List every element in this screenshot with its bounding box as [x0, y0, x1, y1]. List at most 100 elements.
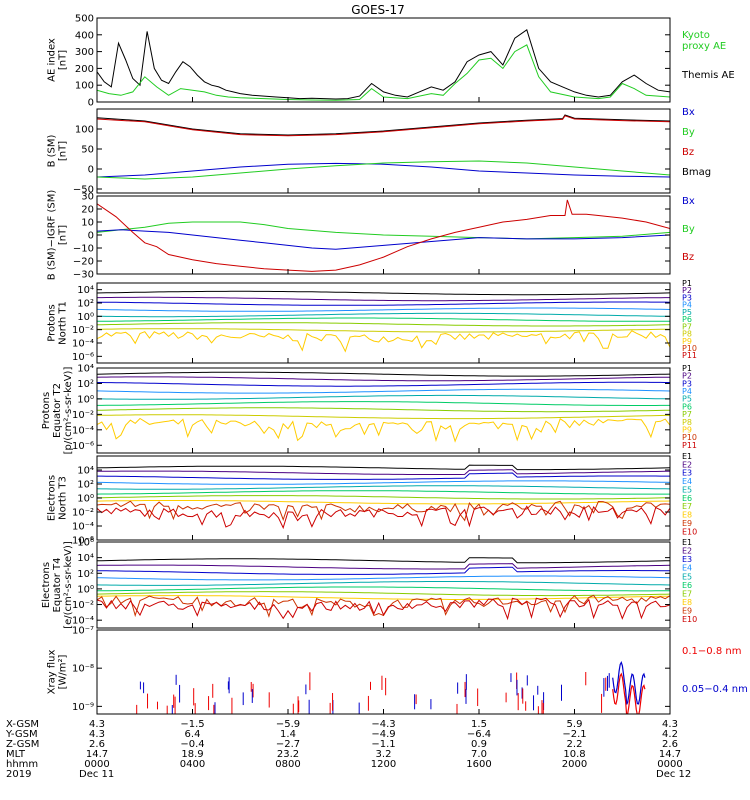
footer-value: 0.9: [471, 739, 487, 750]
legend-entry: P6: [682, 402, 692, 411]
y-axis-label: [p/(cm²-s-sr-keV)]: [63, 367, 74, 455]
legend-entry: E7: [682, 502, 692, 511]
series-line-3: [97, 160, 670, 180]
legend-entry: E3: [682, 555, 692, 564]
series-line-1: [97, 115, 670, 137]
footer-value: 1200: [371, 759, 396, 770]
y-tick-label: 10⁻⁷: [72, 626, 94, 637]
legend-entry: By: [682, 127, 695, 138]
legend-entry: P8: [682, 418, 692, 427]
y-tick-label: 500: [75, 14, 94, 25]
legend-entry: P2: [682, 286, 692, 295]
y-axis-label: [nT]: [58, 50, 69, 70]
y-axis-label: North T1: [58, 301, 69, 345]
y-axis-label: Electrons: [41, 562, 52, 608]
flux-channel-P4: [97, 388, 670, 394]
legend-entry: E1: [682, 452, 692, 461]
legend-entry: Bz: [682, 147, 694, 158]
legend-entry: P4: [682, 301, 692, 310]
legend-entry: P1: [682, 364, 692, 373]
series-line-1: [97, 229, 670, 250]
footer-row-label: X-GSM: [6, 719, 39, 730]
footer-value: 1.4: [280, 729, 296, 740]
panel-5: 10⁴ 10² 10⁰ 10⁻² 10⁻⁴ 10⁻⁶ Electrons North T3 E1…: [47, 452, 698, 547]
footer-value: −6.4: [467, 729, 491, 740]
footer-value: 2.6: [662, 739, 678, 750]
flux-channel-E2: [97, 563, 670, 570]
flux-channel-P1: [97, 371, 670, 377]
footer-value: 2.2: [567, 739, 583, 750]
legend-entry: Kyoto: [682, 30, 710, 41]
footer-date-start: Dec 11: [79, 769, 114, 780]
flux-channel-P2: [97, 376, 670, 382]
legend-entry: E10: [682, 615, 697, 624]
legend-entry: E8: [682, 598, 692, 607]
y-tick-label: 10²: [77, 379, 94, 390]
y-tick-label: 10⁻⁶: [72, 352, 94, 363]
footer-value: 0800: [275, 759, 300, 770]
y-axis-label: Protons: [41, 392, 52, 429]
panel-traces: [97, 290, 670, 353]
legend-entry: E6: [682, 494, 692, 503]
y-tick-label: 20: [81, 205, 94, 216]
legend-entry: 0.1−0.8 nm: [682, 646, 741, 657]
footer-value: 0000: [84, 759, 109, 770]
flux-channel-E5: [97, 485, 670, 490]
flux-channel-E6: [97, 490, 670, 495]
footer-value: 7.0: [471, 749, 487, 760]
flux-channel-P4: [97, 307, 670, 312]
flux-channel-E3: [97, 566, 670, 575]
panel-traces: [97, 199, 670, 272]
flux-channel-E5: [97, 581, 670, 586]
flux-channel-P2: [97, 296, 670, 302]
legend-entry: E5: [682, 485, 692, 494]
flux-channel-E1: [97, 557, 670, 564]
y-tick-label: −30: [73, 270, 94, 281]
y-tick-label: 10²: [77, 480, 94, 491]
legend-entry: Bx: [682, 196, 695, 207]
footer-value: 4.3: [662, 719, 678, 730]
legend-entry: E6: [682, 581, 692, 590]
flux-channel-E8: [97, 595, 670, 600]
legend-entry: E9: [682, 519, 692, 528]
y-tick-label: 10²: [77, 569, 94, 580]
panel-1: 100 50 0 −50 B (SM) [nT] Bx By Bz Bmag: [47, 107, 712, 196]
y-tick-label: 10⁻²: [72, 508, 94, 519]
legend-entry: Bx: [682, 107, 695, 118]
legend-entry: P6: [682, 315, 692, 324]
footer-row-label: Z-GSM: [6, 739, 39, 750]
footer-row-label: MLT: [6, 749, 26, 760]
footer-value: 18.9: [181, 749, 203, 760]
footer-value: 14.7: [659, 749, 681, 760]
y-axis-label: Xray flux: [47, 650, 58, 695]
footer-value: −5.9: [276, 719, 300, 730]
footer-date-end: Dec 12: [656, 769, 691, 780]
y-axis-label: North T3: [58, 476, 69, 520]
flux-channel-P8: [97, 328, 670, 333]
flux-channel-P5: [97, 312, 670, 318]
legend-entry: P7: [682, 410, 692, 419]
footer-value: 4.2: [662, 729, 678, 740]
footer-value: 0000: [657, 759, 682, 770]
panel-traces: [97, 371, 670, 443]
y-axis-label: [W/m²]: [58, 654, 69, 689]
footer-value: 6.4: [185, 729, 201, 740]
panel-traces: [97, 557, 670, 621]
flux-channel-E4: [97, 480, 670, 485]
legend-entry: Bmag: [682, 167, 711, 178]
legend-entry: P1: [682, 279, 692, 288]
legend-entry: E7: [682, 589, 692, 598]
y-tick-label: 10⁻⁶: [72, 536, 94, 547]
footer-value: −2.1: [562, 729, 586, 740]
footer-value: 10.8: [563, 749, 585, 760]
series-line-2: [97, 162, 670, 178]
flux-channel-E10: [97, 597, 670, 621]
footer-value: 0400: [180, 759, 205, 770]
flux-channel-P7: [97, 407, 670, 413]
legend-entry: P2: [682, 372, 692, 381]
footer-value: −1.5: [180, 719, 204, 730]
footer-value: −2.7: [276, 739, 300, 750]
flux-channel-P7: [97, 322, 670, 327]
